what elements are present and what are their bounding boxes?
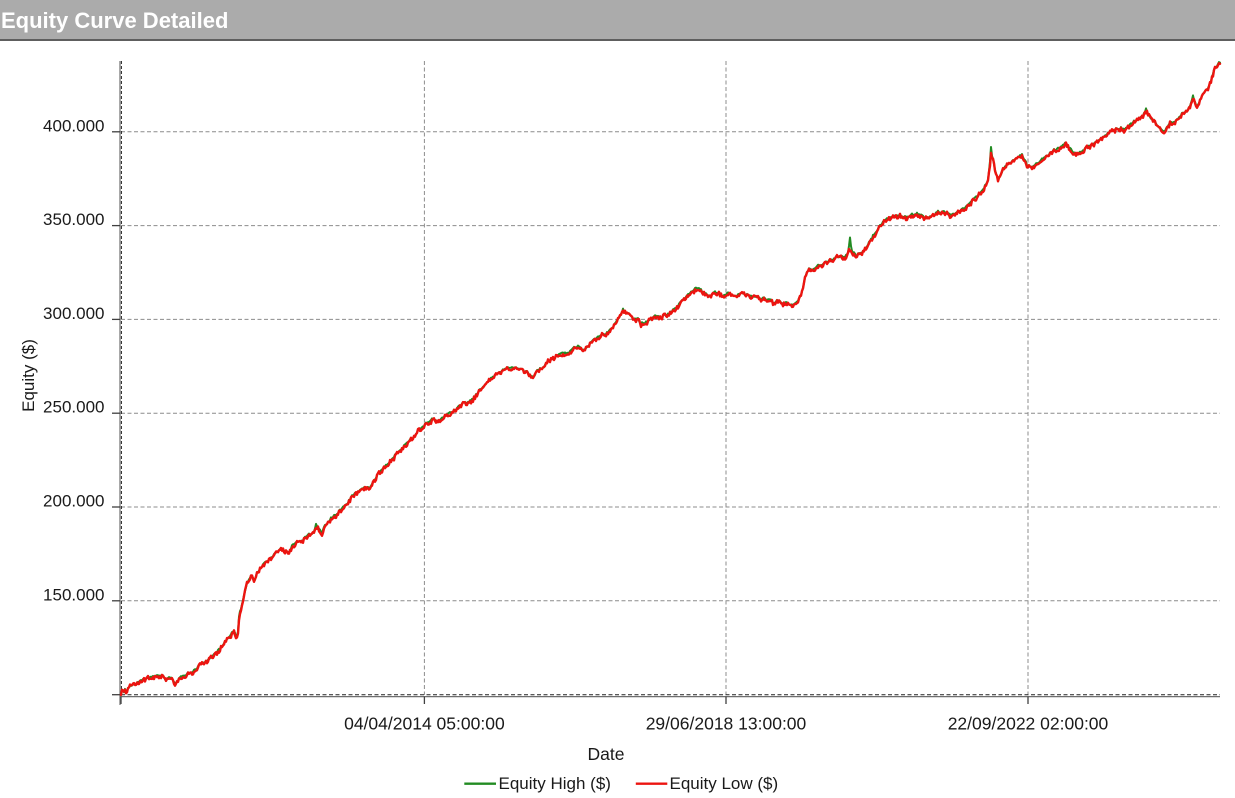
svg-text:Equity High ($): Equity High ($) — [499, 774, 611, 793]
svg-text:29/06/2018 13:00:00: 29/06/2018 13:00:00 — [646, 714, 807, 734]
svg-text:350.000: 350.000 — [43, 210, 104, 229]
svg-text:22/09/2022 02:00:00: 22/09/2022 02:00:00 — [948, 714, 1109, 734]
svg-text:150.000: 150.000 — [43, 585, 104, 604]
svg-text:Equity Low ($): Equity Low ($) — [670, 774, 779, 793]
svg-text:300.000: 300.000 — [43, 304, 104, 323]
svg-text:200.000: 200.000 — [43, 492, 104, 511]
svg-text:400.000: 400.000 — [43, 116, 104, 135]
svg-text:Date: Date — [588, 744, 625, 764]
svg-text:04/04/2014 05:00:00: 04/04/2014 05:00:00 — [344, 714, 505, 734]
svg-text:250.000: 250.000 — [43, 398, 104, 417]
svg-text:Equity ($): Equity ($) — [19, 339, 38, 412]
